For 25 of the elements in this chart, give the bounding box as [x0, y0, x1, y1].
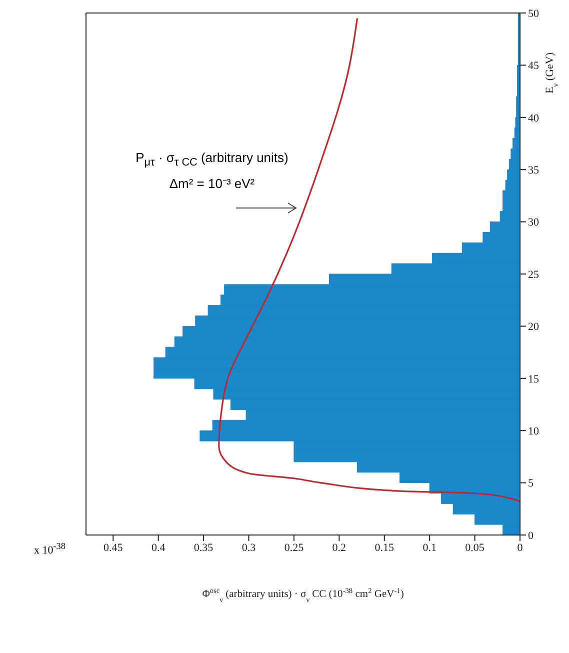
- x-tick-label: 0: [517, 542, 524, 554]
- y-tick-label: 50: [528, 8, 540, 20]
- x-tick-label: 0.1: [422, 542, 436, 554]
- y-tick-label: 40: [528, 112, 540, 124]
- x-tick-label: 0.05: [465, 542, 485, 554]
- y-tick-label: 10: [528, 426, 540, 438]
- x-tick-label: 0.15: [374, 542, 394, 554]
- text: Φ$^{osc}$$_{ν}$ (arbitrary units) · σ$_{ν}$ CC (10$^{-38}$ cm$^{2}$ GeV$^{-1}$): [202, 586, 404, 604]
- annotation: Δm² = 10⁻³ eV²: [168, 175, 256, 192]
- y-tick-label: 25: [528, 268, 540, 281]
- y-tick-label: 20: [528, 321, 540, 334]
- annotation: P$_{μτ}$ · σ$_{τ CC}$ (arbitrary units): [134, 150, 290, 169]
- y-tick-label: 15: [528, 373, 540, 386]
- y-tick-label: 0: [528, 530, 534, 542]
- x-tick-label: 0.25: [284, 542, 304, 554]
- x-tick-label: 0.3: [242, 542, 256, 554]
- y-tick-label: 5: [528, 478, 534, 490]
- x-tick-label: 0.45: [104, 542, 124, 554]
- x-tick-label: 0.4: [151, 542, 166, 554]
- y-tick-label: 45: [528, 60, 540, 72]
- x-tick-label: 0.35: [194, 542, 214, 554]
- text: x 10$^{-38}$: [34, 541, 66, 557]
- x-tick-label: 0.2: [332, 542, 346, 554]
- y-tick-label: 35: [528, 164, 540, 177]
- y-tick-label: 30: [528, 216, 540, 229]
